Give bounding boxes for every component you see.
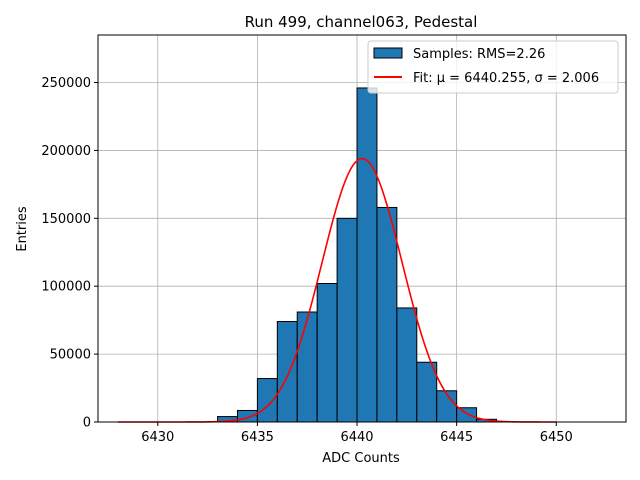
histogram-bar (416, 361, 438, 423)
y-tick-label: 250000 (41, 76, 91, 91)
y-axis-label: Entries (15, 206, 30, 252)
plot-frame (97, 34, 627, 423)
histogram-bar (336, 217, 358, 423)
y-tick-label: 100000 (41, 280, 91, 295)
histogram-bar (316, 282, 338, 423)
x-tick-label: 6450 (540, 430, 573, 445)
histogram-bar (296, 311, 318, 423)
legend-box (367, 40, 619, 94)
legend: Samples: RMS=2.26 Fit: μ = 6440.255, σ =… (367, 40, 619, 94)
x-tick-label: 6440 (340, 430, 373, 445)
histogram-bar (356, 87, 378, 423)
axis-ticks: 6430 6435 6440 6445 6450 0 50000 100000 150000 20… (41, 76, 572, 445)
y-tick-label: 50000 (50, 348, 91, 363)
histogram-bar (396, 307, 418, 423)
x-axis-label: ADC Counts (322, 451, 400, 466)
legend-histogram-label: Samples: RMS=2.26 (413, 47, 545, 62)
histogram-bar (276, 321, 298, 423)
y-tick-label: 150000 (41, 212, 91, 227)
histogram-bar (436, 390, 458, 423)
histogram-bar (376, 206, 398, 423)
legend-fit-label: Fit: μ = 6440.255, σ = 2.006 (413, 71, 599, 86)
legend-histogram-swatch (373, 47, 403, 59)
x-tick-label: 6435 (241, 430, 274, 445)
y-tick-label: 200000 (41, 144, 91, 159)
y-tick-label: 0 (83, 416, 91, 431)
histogram-bar (256, 378, 278, 423)
histogram-bar (236, 409, 258, 423)
histogram-bar (456, 407, 478, 423)
x-tick-label: 6445 (440, 430, 473, 445)
x-tick-label: 6430 (141, 430, 174, 445)
chart-title: Run 499, channel063, Pedestal (245, 13, 478, 31)
